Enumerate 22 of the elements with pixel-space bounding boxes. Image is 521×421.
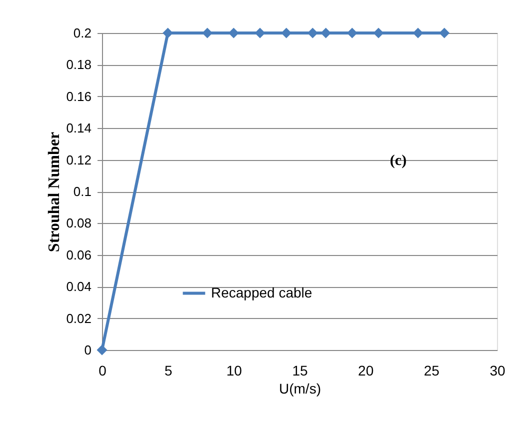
x-tick-label: 15 — [292, 362, 308, 378]
y-tick-label: 0.18 — [66, 57, 92, 72]
y-tick-label: 0.1 — [73, 184, 92, 199]
x-tick-label: 30 — [490, 362, 506, 378]
y-tick-label: 0.2 — [73, 26, 92, 40]
x-tick-label: 10 — [226, 362, 242, 378]
y-tick-label: 0.02 — [66, 310, 92, 326]
y-tick-label: 0.06 — [66, 247, 92, 262]
x-tick-label: 0 — [98, 362, 107, 378]
x-tick-label: 25 — [424, 362, 440, 378]
y-tick-label: 0.12 — [66, 152, 92, 168]
x-axis-title: U(m/s) — [279, 380, 321, 396]
x-tick-label: 20 — [358, 362, 374, 378]
legend-label: Recapped cable — [211, 284, 312, 300]
y-tick-label: 0.08 — [66, 216, 92, 231]
annotation: (c) — [390, 152, 407, 169]
y-tick-label: 0.04 — [66, 279, 92, 294]
y-axis-title: Strouhal Number — [46, 132, 64, 252]
y-tick-label: 0.14 — [66, 120, 92, 136]
x-tick-label: 5 — [164, 362, 172, 378]
y-tick-label: 0.16 — [66, 88, 92, 104]
y-tick-label: 0 — [84, 342, 92, 358]
